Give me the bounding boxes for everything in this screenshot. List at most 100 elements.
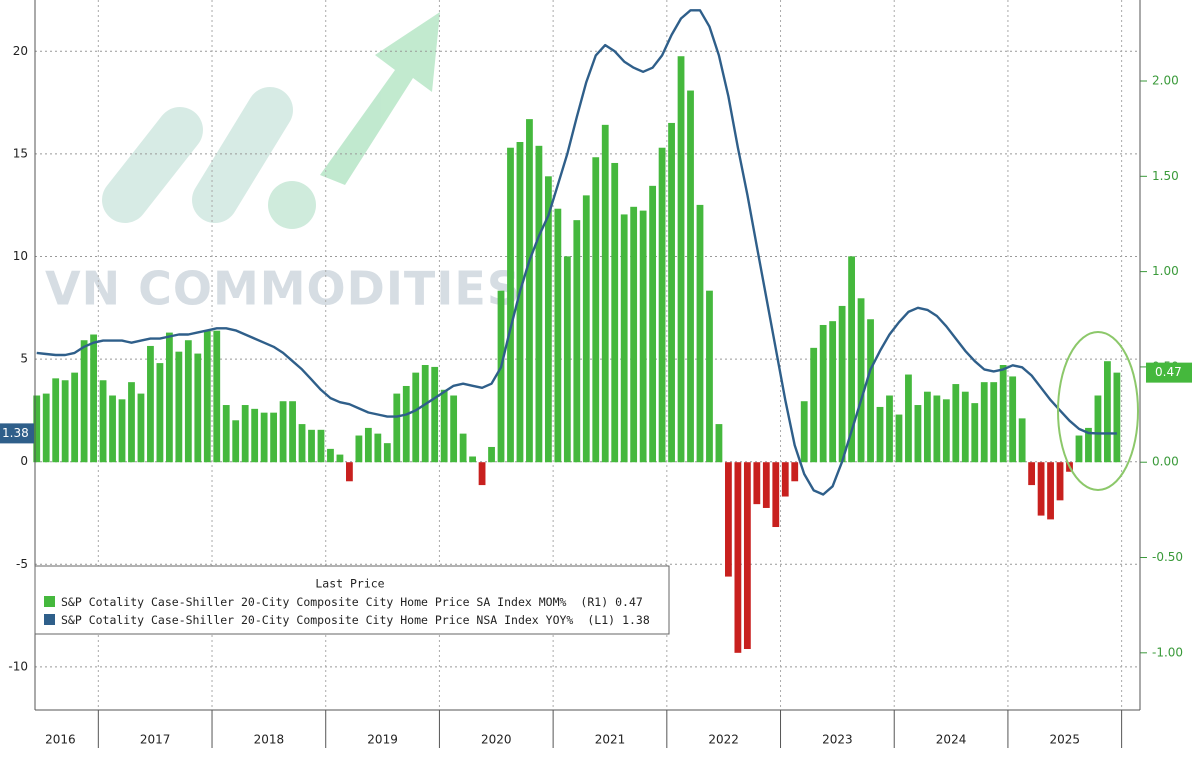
bar bbox=[781, 462, 789, 497]
bar bbox=[71, 372, 79, 463]
bar bbox=[743, 462, 751, 650]
bar bbox=[298, 424, 306, 463]
y2-tick-label: -1.00 bbox=[1152, 645, 1183, 659]
x-tick-label: 2018 bbox=[254, 733, 285, 747]
bar bbox=[308, 429, 315, 463]
bar bbox=[905, 374, 912, 463]
x-tick-label: 2016 bbox=[45, 733, 76, 747]
bar bbox=[184, 340, 192, 463]
legend-text: S&P Cotality Case-Shiller 20-City Compos… bbox=[61, 595, 566, 609]
bar bbox=[459, 433, 467, 463]
bar bbox=[886, 395, 893, 463]
bar bbox=[90, 334, 97, 463]
bar bbox=[715, 424, 723, 463]
bar bbox=[1037, 462, 1045, 516]
bar bbox=[497, 290, 505, 463]
legend-text: 1.38 bbox=[622, 613, 650, 627]
bar bbox=[1028, 462, 1036, 486]
legend-text: 0.47 bbox=[615, 595, 643, 609]
bar bbox=[876, 406, 884, 463]
bar bbox=[327, 448, 334, 463]
bar bbox=[393, 393, 401, 463]
bar bbox=[933, 395, 941, 463]
bar bbox=[421, 365, 429, 463]
bar bbox=[971, 403, 979, 463]
bar bbox=[270, 412, 278, 463]
bar bbox=[1056, 462, 1064, 501]
bar bbox=[346, 462, 353, 482]
bar bbox=[279, 401, 287, 463]
legend-swatch bbox=[44, 614, 55, 625]
y2-tick-label: 1.50 bbox=[1152, 169, 1179, 183]
bar bbox=[80, 340, 88, 463]
bar bbox=[383, 443, 391, 463]
legend-box bbox=[34, 565, 670, 635]
bar bbox=[175, 351, 183, 463]
bar bbox=[488, 446, 495, 463]
legend-text: (L1) bbox=[587, 613, 615, 627]
bar bbox=[516, 142, 524, 463]
legend: Last Price S&P Cotality Case-Shiller 20-… bbox=[34, 565, 670, 635]
bar bbox=[658, 147, 666, 463]
watermark: VN COMMODITIES bbox=[45, 262, 521, 316]
legend-text: (R1) bbox=[580, 595, 608, 609]
bar bbox=[109, 395, 116, 463]
bar bbox=[639, 210, 647, 463]
bar bbox=[156, 363, 164, 463]
x-tick-label: 2022 bbox=[708, 733, 739, 747]
bar bbox=[867, 319, 874, 463]
bar bbox=[923, 391, 931, 463]
bar bbox=[241, 405, 249, 463]
last-value-tag bbox=[0, 423, 34, 444]
x-tick-label: 2017 bbox=[140, 733, 171, 747]
bar bbox=[165, 332, 173, 463]
line bbox=[36, 9, 1117, 496]
bar bbox=[469, 456, 476, 463]
bar bbox=[364, 427, 372, 463]
bar bbox=[810, 347, 818, 463]
bar bbox=[232, 420, 240, 463]
grid: -10-505101520-1.00-0.500.000.501.001.502… bbox=[8, 0, 1183, 748]
bar bbox=[952, 384, 960, 463]
bar bbox=[251, 408, 259, 463]
bar bbox=[440, 389, 448, 463]
last-value-label: 1.38 bbox=[2, 426, 29, 440]
y-tick-label: -10 bbox=[8, 659, 28, 673]
bar bbox=[857, 298, 865, 463]
bar bbox=[592, 157, 600, 463]
x-tick-label: 2025 bbox=[1050, 733, 1081, 747]
bar bbox=[620, 214, 628, 463]
bar bbox=[772, 462, 780, 528]
bar bbox=[289, 401, 296, 463]
bar bbox=[668, 122, 675, 463]
bar bbox=[544, 176, 552, 463]
legend-swatch bbox=[44, 596, 55, 607]
bar bbox=[213, 330, 221, 463]
bar bbox=[819, 324, 827, 463]
bar bbox=[478, 462, 486, 486]
y-tick-label: 5 bbox=[20, 352, 28, 366]
bar bbox=[706, 290, 713, 463]
bar bbox=[753, 462, 761, 505]
y2-tick-label: 1.00 bbox=[1152, 264, 1179, 278]
bar bbox=[1104, 361, 1111, 463]
bar bbox=[431, 366, 439, 463]
bar bbox=[1018, 418, 1026, 463]
y-tick-label: 10 bbox=[13, 249, 28, 263]
bar bbox=[535, 145, 543, 463]
bar bbox=[601, 124, 609, 463]
x-tick-label: 2023 bbox=[822, 733, 853, 747]
last-value-tag bbox=[1146, 362, 1192, 383]
bar bbox=[762, 462, 770, 508]
bar bbox=[1113, 372, 1121, 463]
bar bbox=[990, 382, 998, 463]
bar bbox=[725, 462, 732, 577]
bar bbox=[895, 414, 903, 463]
x-tick-label: 2024 bbox=[936, 733, 967, 747]
bar bbox=[838, 305, 846, 463]
y2-tick-label: 0.00 bbox=[1152, 455, 1179, 469]
bar bbox=[999, 365, 1007, 463]
y-tick-label: -5 bbox=[16, 557, 28, 571]
bar bbox=[611, 162, 619, 463]
y-tick-label: 0 bbox=[20, 454, 28, 468]
